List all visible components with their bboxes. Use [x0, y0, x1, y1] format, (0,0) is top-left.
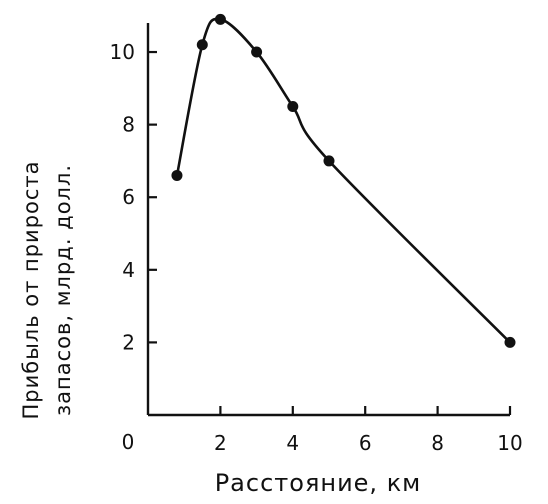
data-point — [196, 39, 208, 51]
y-tick-label: 8 — [122, 113, 135, 137]
y-tick-label: 6 — [122, 185, 135, 209]
y-tick-label: 10 — [110, 40, 135, 64]
y-tick-label: 2 — [122, 330, 135, 354]
x-tick-label: 4 — [286, 431, 299, 455]
y-axis-label-line-1: Прибыль от прироста — [19, 160, 43, 419]
origin-label: 0 — [122, 430, 135, 454]
x-axis-label: Расстояние, км — [215, 469, 422, 497]
data-point — [323, 155, 335, 167]
y-tick-label: 4 — [122, 258, 135, 282]
data-point — [287, 100, 299, 112]
y-axis-label: Прибыль от прироста запасов, млрд. долл. — [19, 160, 75, 419]
x-tick-label: 2 — [214, 431, 227, 455]
x-tick-label: 8 — [431, 431, 444, 455]
series-curve — [175, 17, 511, 344]
x-tick-label: 6 — [359, 431, 372, 455]
data-point — [504, 336, 516, 348]
y-axis-label-line-2: запасов, млрд. долл. — [51, 164, 75, 416]
data-point — [251, 46, 263, 58]
y-ticks: 2 4 6 8 10 — [110, 40, 157, 354]
x-ticks: 2 4 6 8 10 — [214, 406, 523, 455]
data-point — [171, 169, 183, 181]
axes — [146, 23, 510, 417]
data-point — [214, 13, 226, 25]
x-tick-label: 10 — [497, 431, 522, 455]
data-points — [171, 13, 516, 348]
